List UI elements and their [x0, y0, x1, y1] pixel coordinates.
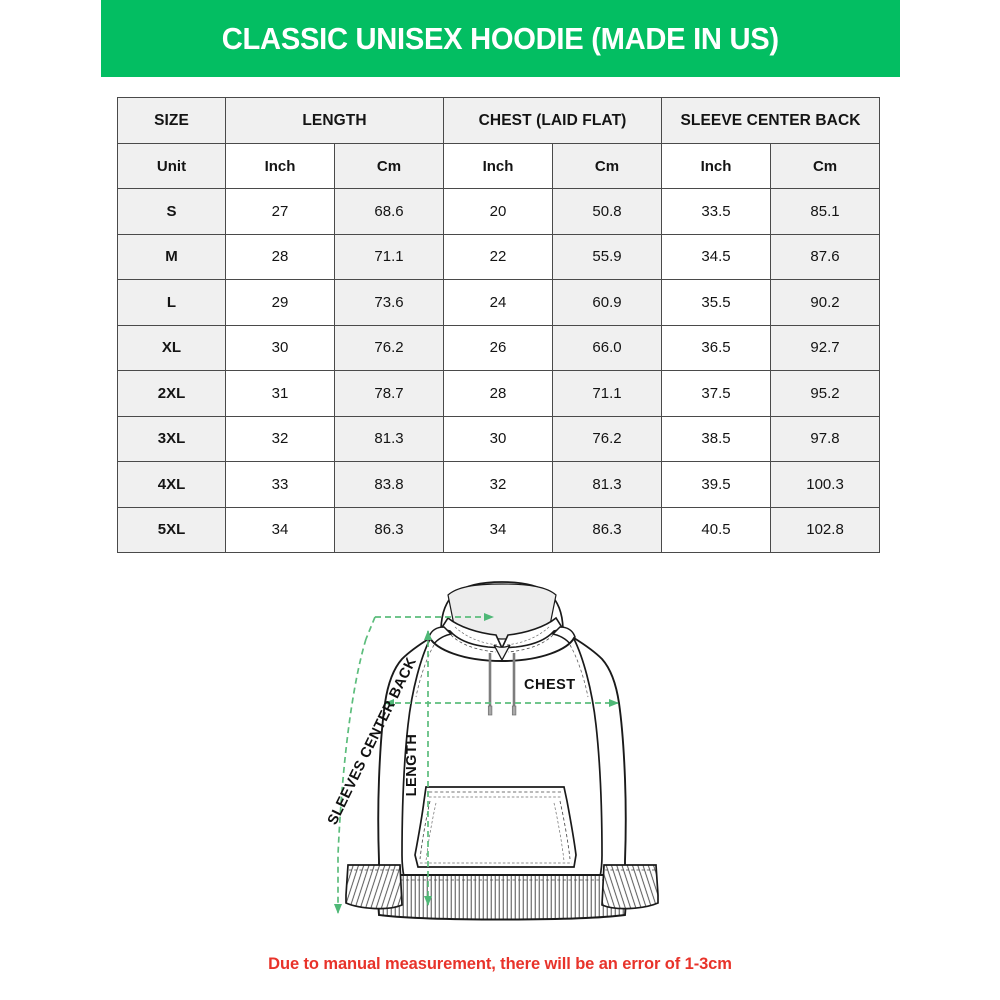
cell-sleeve-cm: 90.2: [770, 279, 881, 326]
cell-size: 3XL: [117, 415, 226, 462]
unit-length-inch: Inch: [225, 143, 335, 189]
cell-chest-in: 24: [443, 279, 554, 326]
unit-sleeve-inch: Inch: [661, 143, 772, 189]
cell-length-cm: 86.3: [333, 506, 445, 553]
cell-length-in: 29: [225, 279, 335, 326]
cell-length-in: 31: [225, 370, 335, 417]
cell-size: 5XL: [117, 506, 226, 553]
page-title: CLASSIC UNISEX HOODIE (MADE IN US): [221, 20, 780, 56]
table-row: S 27 68.6 20 50.8 33.5 85.1: [117, 188, 881, 235]
cell-sleeve-cm: 87.6: [770, 233, 881, 280]
table-row: 2XL 31 78.7 28 71.1 37.5 95.2: [117, 370, 881, 417]
cell-length-cm: 76.2: [333, 324, 445, 371]
cell-sleeve-in: 36.5: [661, 324, 772, 371]
unit-sleeve-cm: Cm: [770, 143, 881, 189]
unit-length-cm: Cm: [333, 143, 445, 189]
cell-chest-in: 32: [443, 461, 554, 508]
table-row: L 29 73.6 24 60.9 35.5 90.2: [117, 279, 881, 326]
label-chest: CHEST: [524, 677, 576, 693]
cell-chest-cm: 66.0: [552, 324, 663, 371]
size-table: SIZE LENGTH CHEST (LAID FLAT) SLEEVE CEN…: [117, 97, 881, 553]
cell-size: M: [117, 233, 226, 280]
hoodie-diagram: CHEST LENGTH SLEEVES CENTER BACK: [318, 565, 686, 940]
cell-length-in: 34: [225, 506, 335, 553]
cell-size: S: [117, 188, 226, 235]
cell-chest-cm: 86.3: [552, 506, 663, 553]
cell-length-in: 33: [225, 461, 335, 508]
cell-sleeve-cm: 95.2: [770, 370, 881, 417]
cell-chest-in: 26: [443, 324, 554, 371]
size-table-body: S 27 68.6 20 50.8 33.5 85.1 M 28 71.1 22…: [117, 188, 881, 553]
cell-sleeve-cm: 97.8: [770, 415, 881, 462]
cell-chest-cm: 71.1: [552, 370, 663, 417]
cell-length-in: 27: [225, 188, 335, 235]
cell-chest-in: 20: [443, 188, 554, 235]
cell-sleeve-cm: 85.1: [770, 188, 881, 235]
table-group-header-row: SIZE LENGTH CHEST (LAID FLAT) SLEEVE CEN…: [117, 97, 881, 144]
cell-length-in: 32: [225, 415, 335, 462]
cell-length-in: 30: [225, 324, 335, 371]
cell-length-cm: 78.7: [333, 370, 445, 417]
cell-length-in: 28: [225, 233, 335, 280]
cell-chest-cm: 81.3: [552, 461, 663, 508]
measurement-guides: [333, 612, 620, 915]
unit-label: Unit: [117, 143, 226, 189]
cell-sleeve-in: 37.5: [661, 370, 772, 417]
cell-size: L: [117, 279, 226, 326]
cell-sleeve-in: 33.5: [661, 188, 772, 235]
cell-length-cm: 68.6: [333, 188, 445, 235]
table-row: 5XL 34 86.3 34 86.3 40.5 102.8: [117, 506, 881, 553]
cell-length-cm: 73.6: [333, 279, 445, 326]
cell-chest-in: 22: [443, 233, 554, 280]
cell-size: 4XL: [117, 461, 226, 508]
column-header-sleeve: SLEEVE CENTER BACK: [661, 97, 881, 144]
cell-sleeve-in: 39.5: [661, 461, 772, 508]
cell-sleeve-cm: 102.8: [770, 506, 881, 553]
cell-size: XL: [117, 324, 226, 371]
table-row: 3XL 32 81.3 30 76.2 38.5 97.8: [117, 415, 881, 462]
cell-sleeve-in: 35.5: [661, 279, 772, 326]
cell-chest-cm: 60.9: [552, 279, 663, 326]
cell-sleeve-in: 34.5: [661, 233, 772, 280]
cell-length-cm: 81.3: [333, 415, 445, 462]
hoodie-illustration: [345, 581, 659, 921]
cell-chest-cm: 50.8: [552, 188, 663, 235]
cell-length-cm: 83.8: [333, 461, 445, 508]
cell-length-cm: 71.1: [333, 233, 445, 280]
cell-chest-in: 34: [443, 506, 554, 553]
title-banner: CLASSIC UNISEX HOODIE (MADE IN US): [101, 0, 900, 77]
cell-chest-in: 30: [443, 415, 554, 462]
label-length: LENGTH: [404, 734, 420, 797]
cell-sleeve-cm: 100.3: [770, 461, 881, 508]
cell-size: 2XL: [117, 370, 226, 417]
sleeve-guide-line: [333, 638, 367, 915]
table-row: 4XL 33 83.8 32 81.3 39.5 100.3: [117, 461, 881, 508]
table-row: XL 30 76.2 26 66.0 36.5 92.7: [117, 324, 881, 371]
measurement-disclaimer: Due to manual measurement, there will be…: [268, 955, 732, 973]
cell-sleeve-cm: 92.7: [770, 324, 881, 371]
unit-chest-inch: Inch: [443, 143, 554, 189]
size-table-container: SIZE LENGTH CHEST (LAID FLAT) SLEEVE CEN…: [117, 97, 881, 553]
cell-chest-in: 28: [443, 370, 554, 417]
column-header-chest: CHEST (LAID FLAT): [443, 97, 663, 144]
unit-chest-cm: Cm: [552, 143, 663, 189]
cell-sleeve-in: 40.5: [661, 506, 772, 553]
table-row: M 28 71.1 22 55.9 34.5 87.6: [117, 233, 881, 280]
column-header-size: SIZE: [117, 97, 226, 144]
column-header-length: LENGTH: [224, 97, 445, 144]
cell-chest-cm: 55.9: [552, 233, 663, 280]
table-unit-header-row: Unit Inch Cm Inch Cm Inch Cm: [117, 143, 881, 189]
cell-sleeve-in: 38.5: [661, 415, 772, 462]
cell-chest-cm: 76.2: [552, 415, 663, 462]
